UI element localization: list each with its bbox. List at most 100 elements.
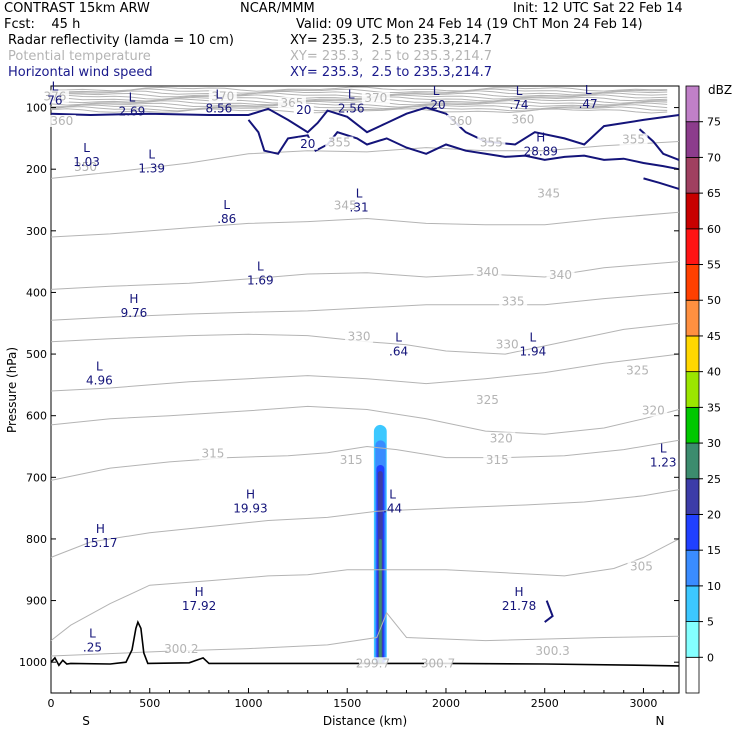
colorbar-swatch [685,157,700,194]
colorbar-swatch [685,621,700,658]
colorbar-swatch [685,335,700,373]
theta-contour-300.2 [50,611,680,657]
model-title: CONTRAST 15km ARW [4,1,150,16]
extrema-value: .44 [383,501,402,515]
colorbar-label: 75 [707,116,721,129]
forecast-hour: Fcst: 45 h [4,17,81,32]
theta-label-bg [198,447,227,460]
axis-ticks: 0 500 1000 1500 2000 2500 3000 100 200 300 400 500 6… [19,102,679,710]
theta-contour-345 [50,211,680,238]
colorbar-label: 25 [707,473,721,486]
extrema-symbol: L [433,84,440,98]
extrema-value: 17.92 [182,599,216,613]
theta-upper-contour [50,102,668,108]
theta-label-bg [208,90,237,103]
field-wind-xy: XY= 235.3, 2.5 to 235.3,214.7 [290,65,493,80]
colorbar-label: 70 [707,151,721,164]
extrema-value: 2.56 [338,101,365,115]
x-tick-label: 2500 [531,697,559,710]
theta-label-bg [473,265,502,278]
theta-upper-contour [50,98,668,104]
extrema-symbol: L [129,90,136,104]
colorbar-label: 65 [707,187,721,200]
theta-label: 305 [630,560,653,574]
colorbar-swatch [685,585,700,622]
theta-label-bg [546,269,575,282]
theta-contour-330 [50,322,680,355]
extrema-symbol: L [257,259,264,273]
center-name: NCAR/MMM [240,1,315,16]
theta-contour-320 [50,405,680,435]
extrema-labels: L76 L2.69L8.56L2.56L.20L.74L.47H28.89L1.0… [47,79,676,654]
extrema-value: 2.69 [119,104,146,118]
colorbar: 0 5 10 15 20 25 30 35 40 45 50 55 60 65 70 75 [685,85,721,694]
theta-label-bg [477,136,506,149]
extrema-symbol: L [348,87,355,101]
extrema-value: .47 [579,97,598,111]
extrema-symbol: H [515,585,524,599]
theta-label-bg [483,453,512,466]
theta-contour-315 [50,439,680,481]
colorbar-swatch [685,656,700,694]
colorbar-label: 50 [707,294,721,307]
extrema-symbol: H [246,487,255,501]
wind-label: 20 [296,103,311,117]
extrema-symbol: L [516,84,523,98]
y-tick-label: 100 [26,102,47,115]
x-tick-label: 3000 [629,697,657,710]
field-theta-xy: XY= 235.3, 2.5 to 235.3,214.7 [290,49,493,64]
colorbar-swatch [685,442,700,480]
theta-label: 330 [348,330,371,344]
theta-upper-contour [50,92,668,98]
theta-upper-contour [50,104,668,110]
y-tick-label: 500 [26,348,47,361]
field-theta-name: Potential temperature [8,49,151,64]
extrema-symbol: L [389,487,396,501]
colorbar-swatch [685,264,700,301]
x-tick-label: 500 [139,697,160,710]
colorbar-label: 60 [707,223,721,236]
plot-frame [50,85,680,694]
theta-label-bg [71,161,100,174]
theta-label-bg [337,453,366,466]
theta-contour-310 [50,489,680,558]
colorbar-swatch [685,514,700,551]
theta-label-bg [499,295,528,308]
theta-upper-contour [50,94,668,100]
extrema-value: 1.03 [73,155,100,169]
x-tick-label: 2000 [432,697,460,710]
theta-label-bg [473,394,502,407]
theta-label-bg [361,92,390,105]
theta-upper-contour [50,86,668,92]
extrema-symbol: L [83,141,90,155]
y-tick-label: 1000 [19,656,47,669]
colorbar-label: 5 [707,616,714,629]
theta-contours [50,86,680,657]
extrema-symbol: H [195,585,204,599]
theta-label: 320 [642,404,665,418]
x-axis-start-label: S [82,714,90,728]
colorbar-swatch [685,228,700,265]
theta-label: 300.2 [164,642,198,656]
theta-label: 335 [502,295,525,309]
wind-label-bg [293,103,314,116]
theta-label: 355 [480,136,503,150]
extrema-symbol: L [530,331,537,345]
colorbar-label: 20 [707,508,721,521]
y-tick-label: 300 [26,225,47,238]
theta-label: 345 [334,198,357,212]
theta-label: 370 [211,89,234,103]
reflectivity-25-dbz [378,538,382,665]
field-wind-name: Horizontal wind speed [8,65,153,80]
extrema-symbol: L [395,331,402,345]
theta-label: 345 [537,187,560,201]
theta-label: 320 [490,431,513,445]
theta-label-bg [639,404,668,417]
extrema-symbol: L [148,148,155,162]
extrema-value: .31 [350,201,369,215]
theta-label-bg [487,432,516,445]
colorbar-label: 45 [707,330,721,343]
colorbar-swatch [685,192,700,230]
